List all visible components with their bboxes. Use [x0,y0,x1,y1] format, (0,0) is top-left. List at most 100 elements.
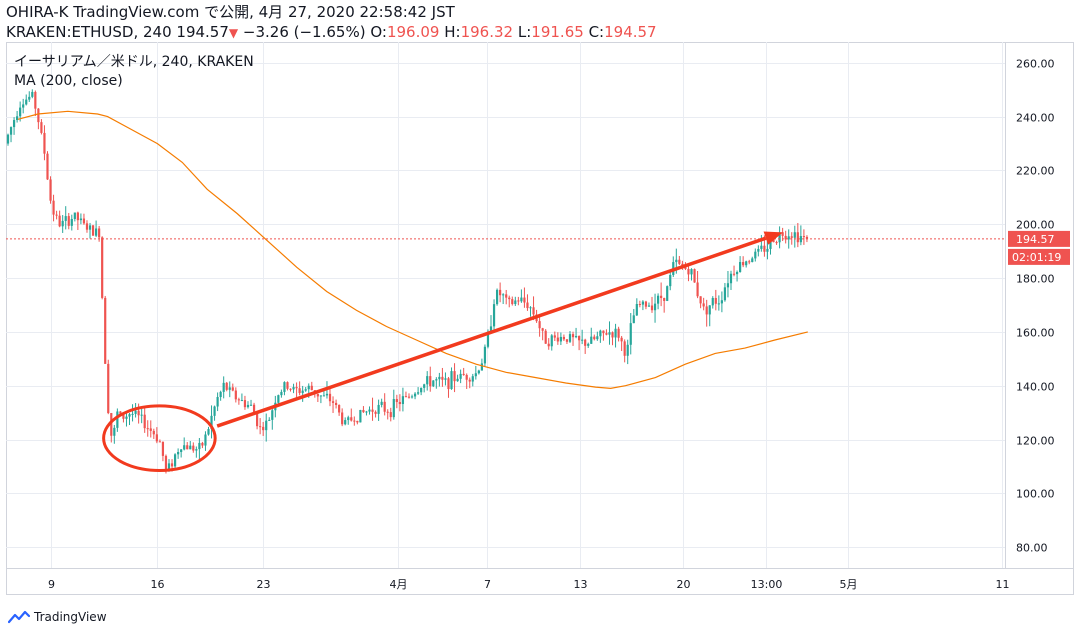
candle-body [553,335,556,338]
candle-body [377,404,380,414]
candle-body [717,303,720,305]
candle-body [389,412,392,418]
y-tick-label: 140.00 [1016,381,1055,394]
low-label: L: [517,23,532,41]
x-tick-label: 13 [574,578,588,591]
candle-body [684,266,687,269]
candle-body [751,258,754,263]
price-tag-label: 194.57 [1016,233,1055,246]
candle-body [204,434,207,446]
countdown-background [1008,248,1070,265]
candle-body [574,336,578,338]
candle-body [347,417,350,421]
candle-body [180,449,183,453]
price-chart[interactable]: 80.00 100.00 120.00 140.00 160.00 180.00 200.0… [0,42,1080,595]
candle-body [514,300,517,305]
candle-body [523,297,526,303]
candle-body [231,387,234,391]
x-tick-label: 23 [257,578,271,591]
price-axis[interactable]: 80.00 100.00 120.00 140.00 160.00 180.00 200.0… [1016,58,1055,555]
open-value: 196.09 [386,23,440,41]
candle-body [304,389,307,391]
candle-body [426,376,429,385]
candle-body [82,218,86,224]
candle-body [125,416,128,419]
candle-body [164,455,168,470]
trend-arrow-head-icon[interactable] [763,231,783,245]
candle-body [228,387,231,390]
candle-body [696,282,699,297]
candle-body [58,215,61,227]
candle-body [37,108,40,123]
price-tag-background [1008,230,1070,247]
open-label: O: [370,23,387,41]
candle-body [465,374,468,380]
candle-body [499,289,502,296]
candle-body [128,414,131,417]
candle-body [447,378,450,390]
x-tick-label: 20 [677,578,691,591]
candle-body [240,400,244,402]
legend-symbol[interactable]: イーサリアム／米ドル, 240, KRAKEN [14,54,254,70]
candle-body [611,332,614,338]
candle-body [28,96,31,100]
candle-body [119,411,122,414]
candle-body [341,412,344,425]
candle-body [383,401,386,412]
candle-body [693,269,696,283]
candle-body [578,336,581,341]
candle-body [338,405,341,413]
candle-body [219,391,222,398]
candle-body [477,370,480,374]
candle-body [73,212,76,219]
candle-body [46,153,49,180]
candle-body [541,328,544,331]
candle-body [398,402,401,405]
candle-body [173,454,177,467]
candle-body [146,428,149,430]
candle-body [298,388,301,394]
legend-indicator[interactable]: MA (200, close) [14,73,123,89]
bottom-circle-annotation[interactable] [102,404,217,472]
footer-brand[interactable]: TradingView [34,610,107,624]
candle-body [754,251,757,259]
candle-body [310,385,313,391]
candle-body [623,341,626,356]
candle-body [778,232,781,243]
candle-body [265,420,268,431]
candle-body [471,376,474,382]
trend-arrow-line[interactable] [216,236,767,428]
candle-body [52,200,55,215]
candle-body [799,236,802,243]
tradingview-logo-icon[interactable] [8,610,30,624]
candle-body [277,395,280,403]
candle-body [167,463,171,470]
candle-body [249,404,253,406]
y-tick-label: 220.00 [1016,165,1055,178]
time-axis[interactable]: 9 16 23 4月 7 13 20 13:00 5月 11 [48,578,1010,591]
close-value: 194.57 [604,23,657,41]
candle-body [617,328,620,338]
candle-body [316,393,319,397]
candle-body [562,336,566,340]
annotations[interactable] [102,231,783,472]
footer: TradingView [8,607,107,627]
y-tick-label: 200.00 [1016,219,1055,232]
candle-body [113,427,116,436]
candle-body [280,391,283,396]
candle-body [571,334,575,338]
candle-body [368,409,371,412]
candle-body [88,225,92,230]
x-tick-label: 5月 [840,578,858,591]
chart-header: OHIRA-K TradingView.com で公開, 4月 27, 2020… [6,2,1080,43]
candle-body [417,392,420,394]
candle-body [143,414,146,429]
candle-body [237,399,240,401]
y-tick-label: 120.00 [1016,435,1055,448]
candle-body [511,299,514,305]
candle-body [495,289,499,305]
candle-body [134,410,137,414]
candle-body [793,232,796,238]
candle-body [666,286,669,301]
candle-body [353,420,356,422]
